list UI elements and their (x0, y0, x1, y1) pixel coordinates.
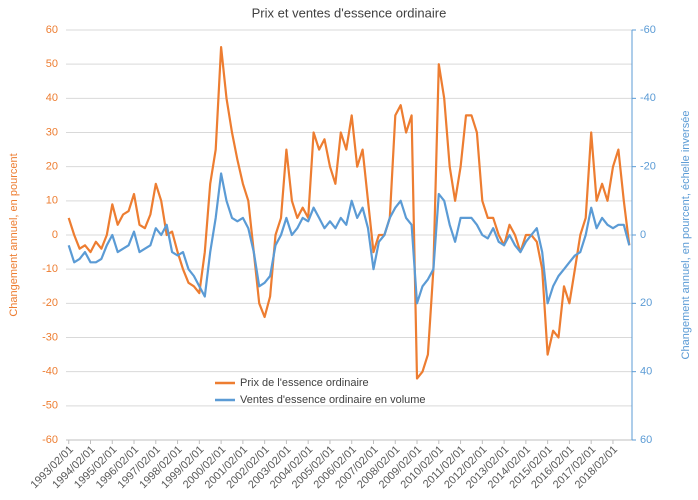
y-tick-label: -50 (42, 400, 58, 412)
y-tick-label: 50 (46, 58, 58, 70)
legend-label: Prix de l'essence ordinaire (240, 377, 369, 389)
y2-tick-label: 40 (640, 366, 652, 378)
y2-tick-label: -40 (640, 92, 656, 104)
y-tick-label: -10 (42, 263, 58, 275)
y-tick-label: 60 (46, 24, 58, 36)
y-tick-label: 40 (46, 92, 58, 104)
y-tick-label: -30 (42, 331, 58, 343)
y-tick-label: -60 (42, 434, 58, 446)
legend-label: Ventes d'essence ordinaire en volume (240, 394, 426, 406)
chart-title: Prix et ventes d'essence ordinaire (252, 5, 447, 20)
series-line (67, 172, 631, 305)
y-tick-label: 0 (52, 229, 58, 241)
y-axis-title: Changement annuel, en pourcent (8, 153, 20, 316)
y-tick-label: 10 (46, 195, 58, 207)
y-tick-label: -40 (42, 366, 58, 378)
y2-axis-title: Changement annuel, en pourcent, échelle … (680, 111, 692, 360)
y2-tick-label: -60 (640, 24, 656, 36)
y2-tick-label: 20 (640, 297, 652, 309)
series-line (67, 46, 631, 380)
y2-tick-label: 60 (640, 434, 652, 446)
y2-tick-label: -20 (640, 161, 656, 173)
y-tick-label: 20 (46, 161, 58, 173)
y-tick-label: -20 (42, 297, 58, 309)
y2-tick-label: 0 (640, 229, 646, 241)
y-tick-label: 30 (46, 126, 58, 138)
